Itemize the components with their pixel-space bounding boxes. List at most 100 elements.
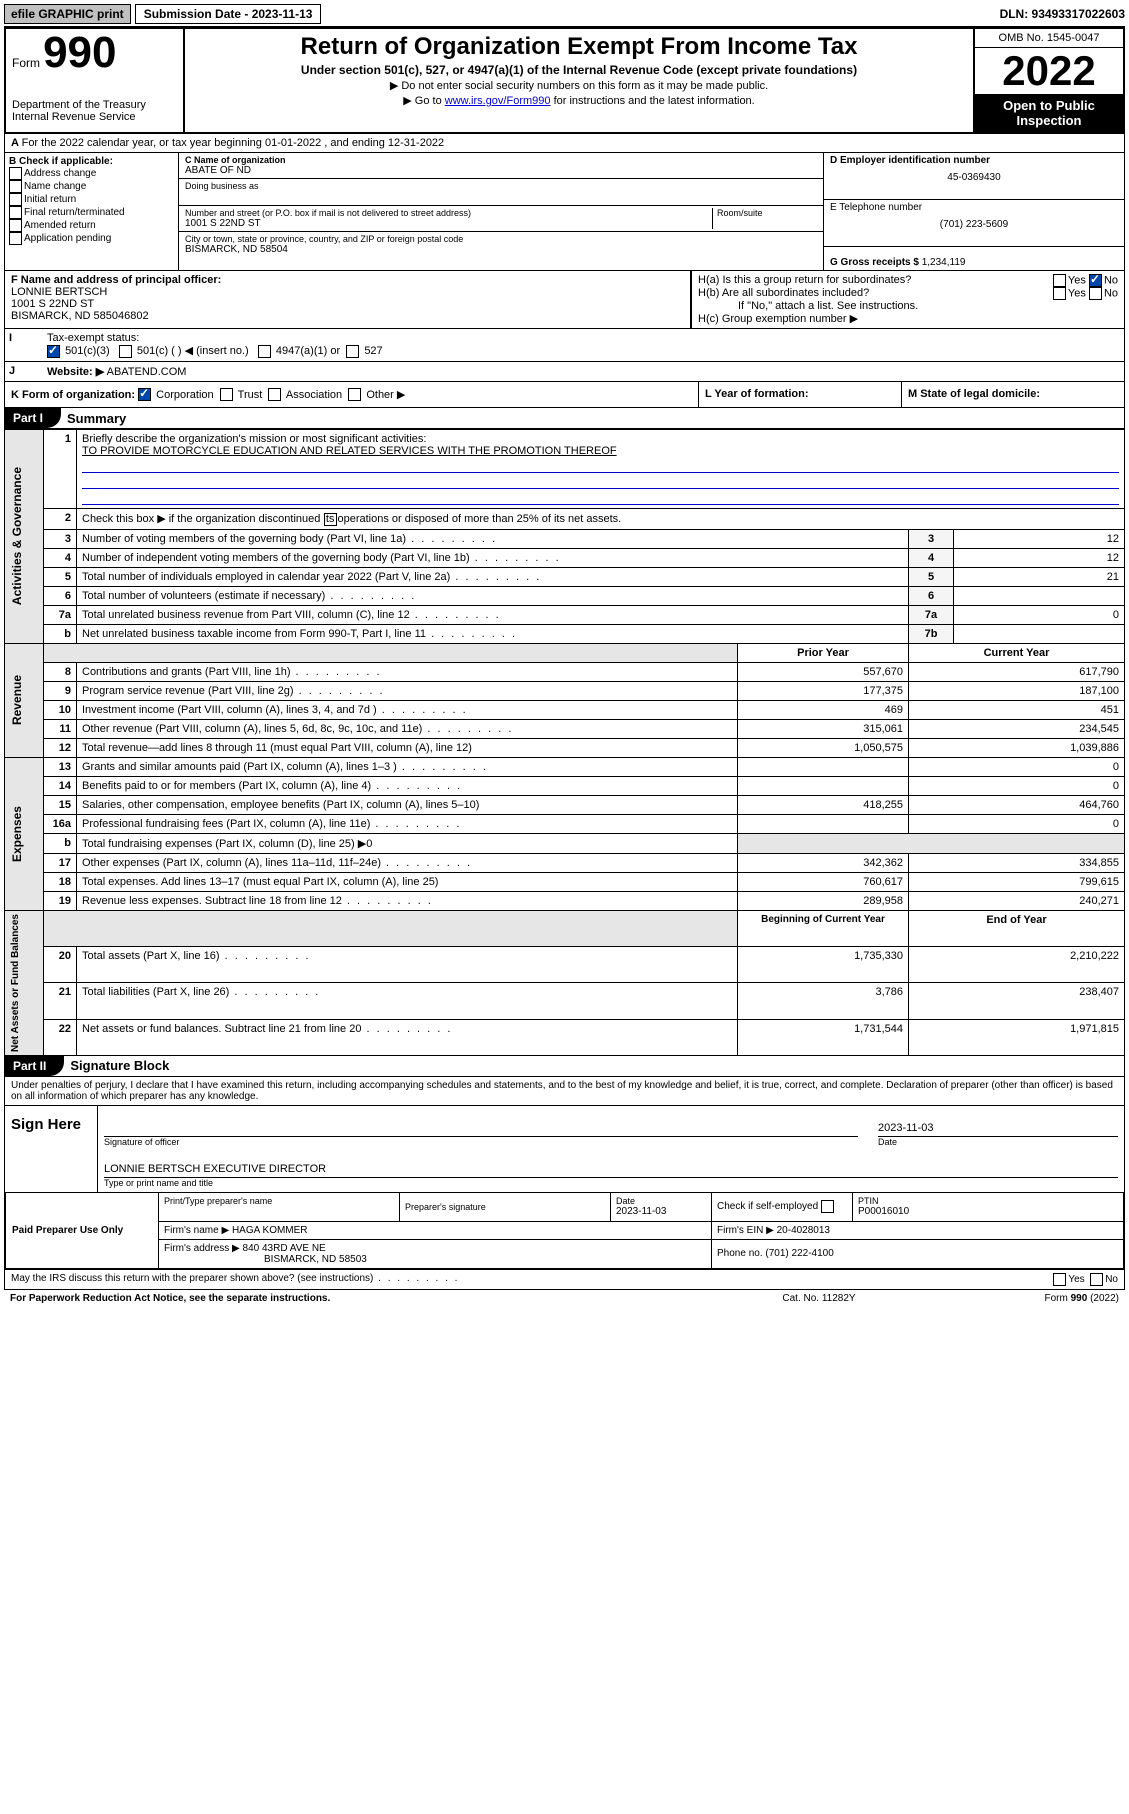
date-line: 2023-11-03 [878,1114,1118,1137]
prior-8: 557,670 [738,662,909,681]
opt-amended: Amended return [24,220,96,231]
state-domicile-label: M State of legal domicile: [908,388,1040,400]
firm-addr-2: BISMARCK, ND 58503 [164,1254,367,1265]
end-20: 2,210,222 [909,947,1125,983]
prior-18: 760,617 [738,872,909,891]
end-22: 1,971,815 [909,1019,1125,1055]
form990-link[interactable]: www.irs.gov/Form990 [445,95,551,107]
line-7b: Net unrelated business taxable income fr… [77,624,909,643]
checkbox-checked-icon[interactable] [138,388,151,401]
val-7b [954,624,1125,643]
checkbox-icon[interactable] [348,388,361,401]
h-a-label: H(a) Is this a group return for subordin… [698,274,1053,287]
opt-assoc: Association [286,389,342,401]
note2-post: for instructions and the latest informat… [551,95,755,107]
line-16a: Professional fundraising fees (Part IX, … [77,814,738,833]
sig-officer-label: Signature of officer [104,1137,858,1147]
firm-ein-value: 20-4028013 [777,1225,830,1236]
form-note-1: ▶ Do not enter social security numbers o… [191,79,967,92]
ein-value: 45-0369430 [830,172,1118,183]
checkbox-icon[interactable] [324,513,337,526]
checkbox-icon[interactable] [9,206,22,219]
begin-20: 1,735,330 [738,947,909,983]
side-expenses: Expenses [5,757,44,910]
val-3: 12 [954,529,1125,548]
checkbox-checked-icon[interactable] [47,345,60,358]
gross-receipts-value: 1,234,119 [922,257,966,268]
self-emp-label: Check if self-employed [717,1201,818,1212]
mission-text: TO PROVIDE MOTORCYCLE EDUCATION AND RELA… [82,445,617,457]
checkbox-icon[interactable] [1053,1273,1066,1286]
phone-label: E Telephone number [830,202,1118,213]
row-klm: K Form of organization: Corporation Trus… [4,382,1125,409]
checkbox-icon[interactable] [821,1200,834,1213]
checkbox-icon[interactable] [9,219,22,232]
opt-initial-return: Initial return [24,194,76,205]
line-num: 2 [44,509,77,530]
line-11: Other revenue (Part VIII, column (A), li… [77,719,738,738]
curr-15: 464,760 [909,795,1125,814]
curr-13: 0 [909,757,1125,776]
line-num: 16a [44,814,77,833]
checkbox-icon[interactable] [268,388,281,401]
val-7a: 0 [954,605,1125,624]
h-c-label: H(c) Group exemption number ▶ [698,312,1118,325]
summary-table: Activities & Governance 1 Briefly descri… [4,429,1125,1056]
line-num: 8 [44,662,77,681]
paid-preparer-label: Paid Preparer Use Only [6,1192,159,1268]
city-state-zip: BISMARCK, ND 58504 [185,244,817,255]
checkbox-icon[interactable] [346,345,359,358]
form-subtitle: Under section 501(c), 527, or 4947(a)(1)… [191,63,967,77]
checkbox-checked-icon[interactable] [1089,274,1102,287]
line-num: 6 [44,586,77,605]
checkbox-icon[interactable] [1090,1273,1103,1286]
line-20: Total assets (Part X, line 16) [77,947,738,983]
firm-phone-value: (701) 222-4100 [765,1248,833,1259]
checkbox-icon[interactable] [9,180,22,193]
checkbox-icon[interactable] [9,167,22,180]
checkbox-icon[interactable] [1089,287,1102,300]
begin-21: 3,786 [738,983,909,1019]
prep-date-label: Date [616,1196,706,1206]
year-formation-label: L Year of formation: [705,388,809,400]
checkbox-icon[interactable] [119,345,132,358]
line-num: 12 [44,738,77,757]
checkbox-icon[interactable] [9,232,22,245]
part-1-badge: Part I [5,408,61,428]
opt-trust: Trust [238,389,263,401]
checkbox-icon[interactable] [220,388,233,401]
website-value: ABATEND.COM [107,366,187,378]
begin-22: 1,731,544 [738,1019,909,1055]
officer-label: F Name and address of principal officer: [11,274,684,286]
sig-date-value: 2023-11-03 [878,1122,933,1134]
firm-addr-1: 840 43RD AVE NE [243,1243,326,1254]
i-letter: I [5,329,43,361]
signature-block: Under penalties of perjury, I declare th… [4,1077,1125,1270]
signature-line[interactable] [104,1114,858,1137]
line-num: 18 [44,872,77,891]
checkbox-icon[interactable] [1053,274,1066,287]
checkbox-icon[interactable] [9,193,22,206]
section-bcdefg: B Check if applicable: Address change Na… [4,153,1125,271]
checkbox-icon[interactable] [1053,287,1066,300]
line-14: Benefits paid to or for members (Part IX… [77,776,738,795]
efile-print-button[interactable]: efile GRAPHIC print [4,4,131,24]
dln-label: DLN: 93493317022603 [1000,7,1125,21]
checkbox-icon[interactable] [258,345,271,358]
officer-addr-1: 1001 S 22ND ST [11,298,684,310]
num-box: 4 [909,548,954,567]
line-num: 19 [44,891,77,910]
current-year-header: Current Year [909,643,1125,662]
curr-17: 334,855 [909,853,1125,872]
line-num: 7a [44,605,77,624]
ein-label: D Employer identification number [830,155,1118,166]
date-label: Date [878,1137,1118,1147]
grey-cell [738,833,1125,853]
opt-501c3: 501(c)(3) [65,345,110,357]
line-9: Program service revenue (Part VIII, line… [77,681,738,700]
prep-name-label: Print/Type preparer's name [164,1196,394,1206]
form-word: Form [12,56,40,70]
opt-501c: 501(c) ( ) ◀ (insert no.) [137,345,249,357]
box-l: L Year of formation: [698,382,901,408]
line-5: Total number of individuals employed in … [77,567,909,586]
